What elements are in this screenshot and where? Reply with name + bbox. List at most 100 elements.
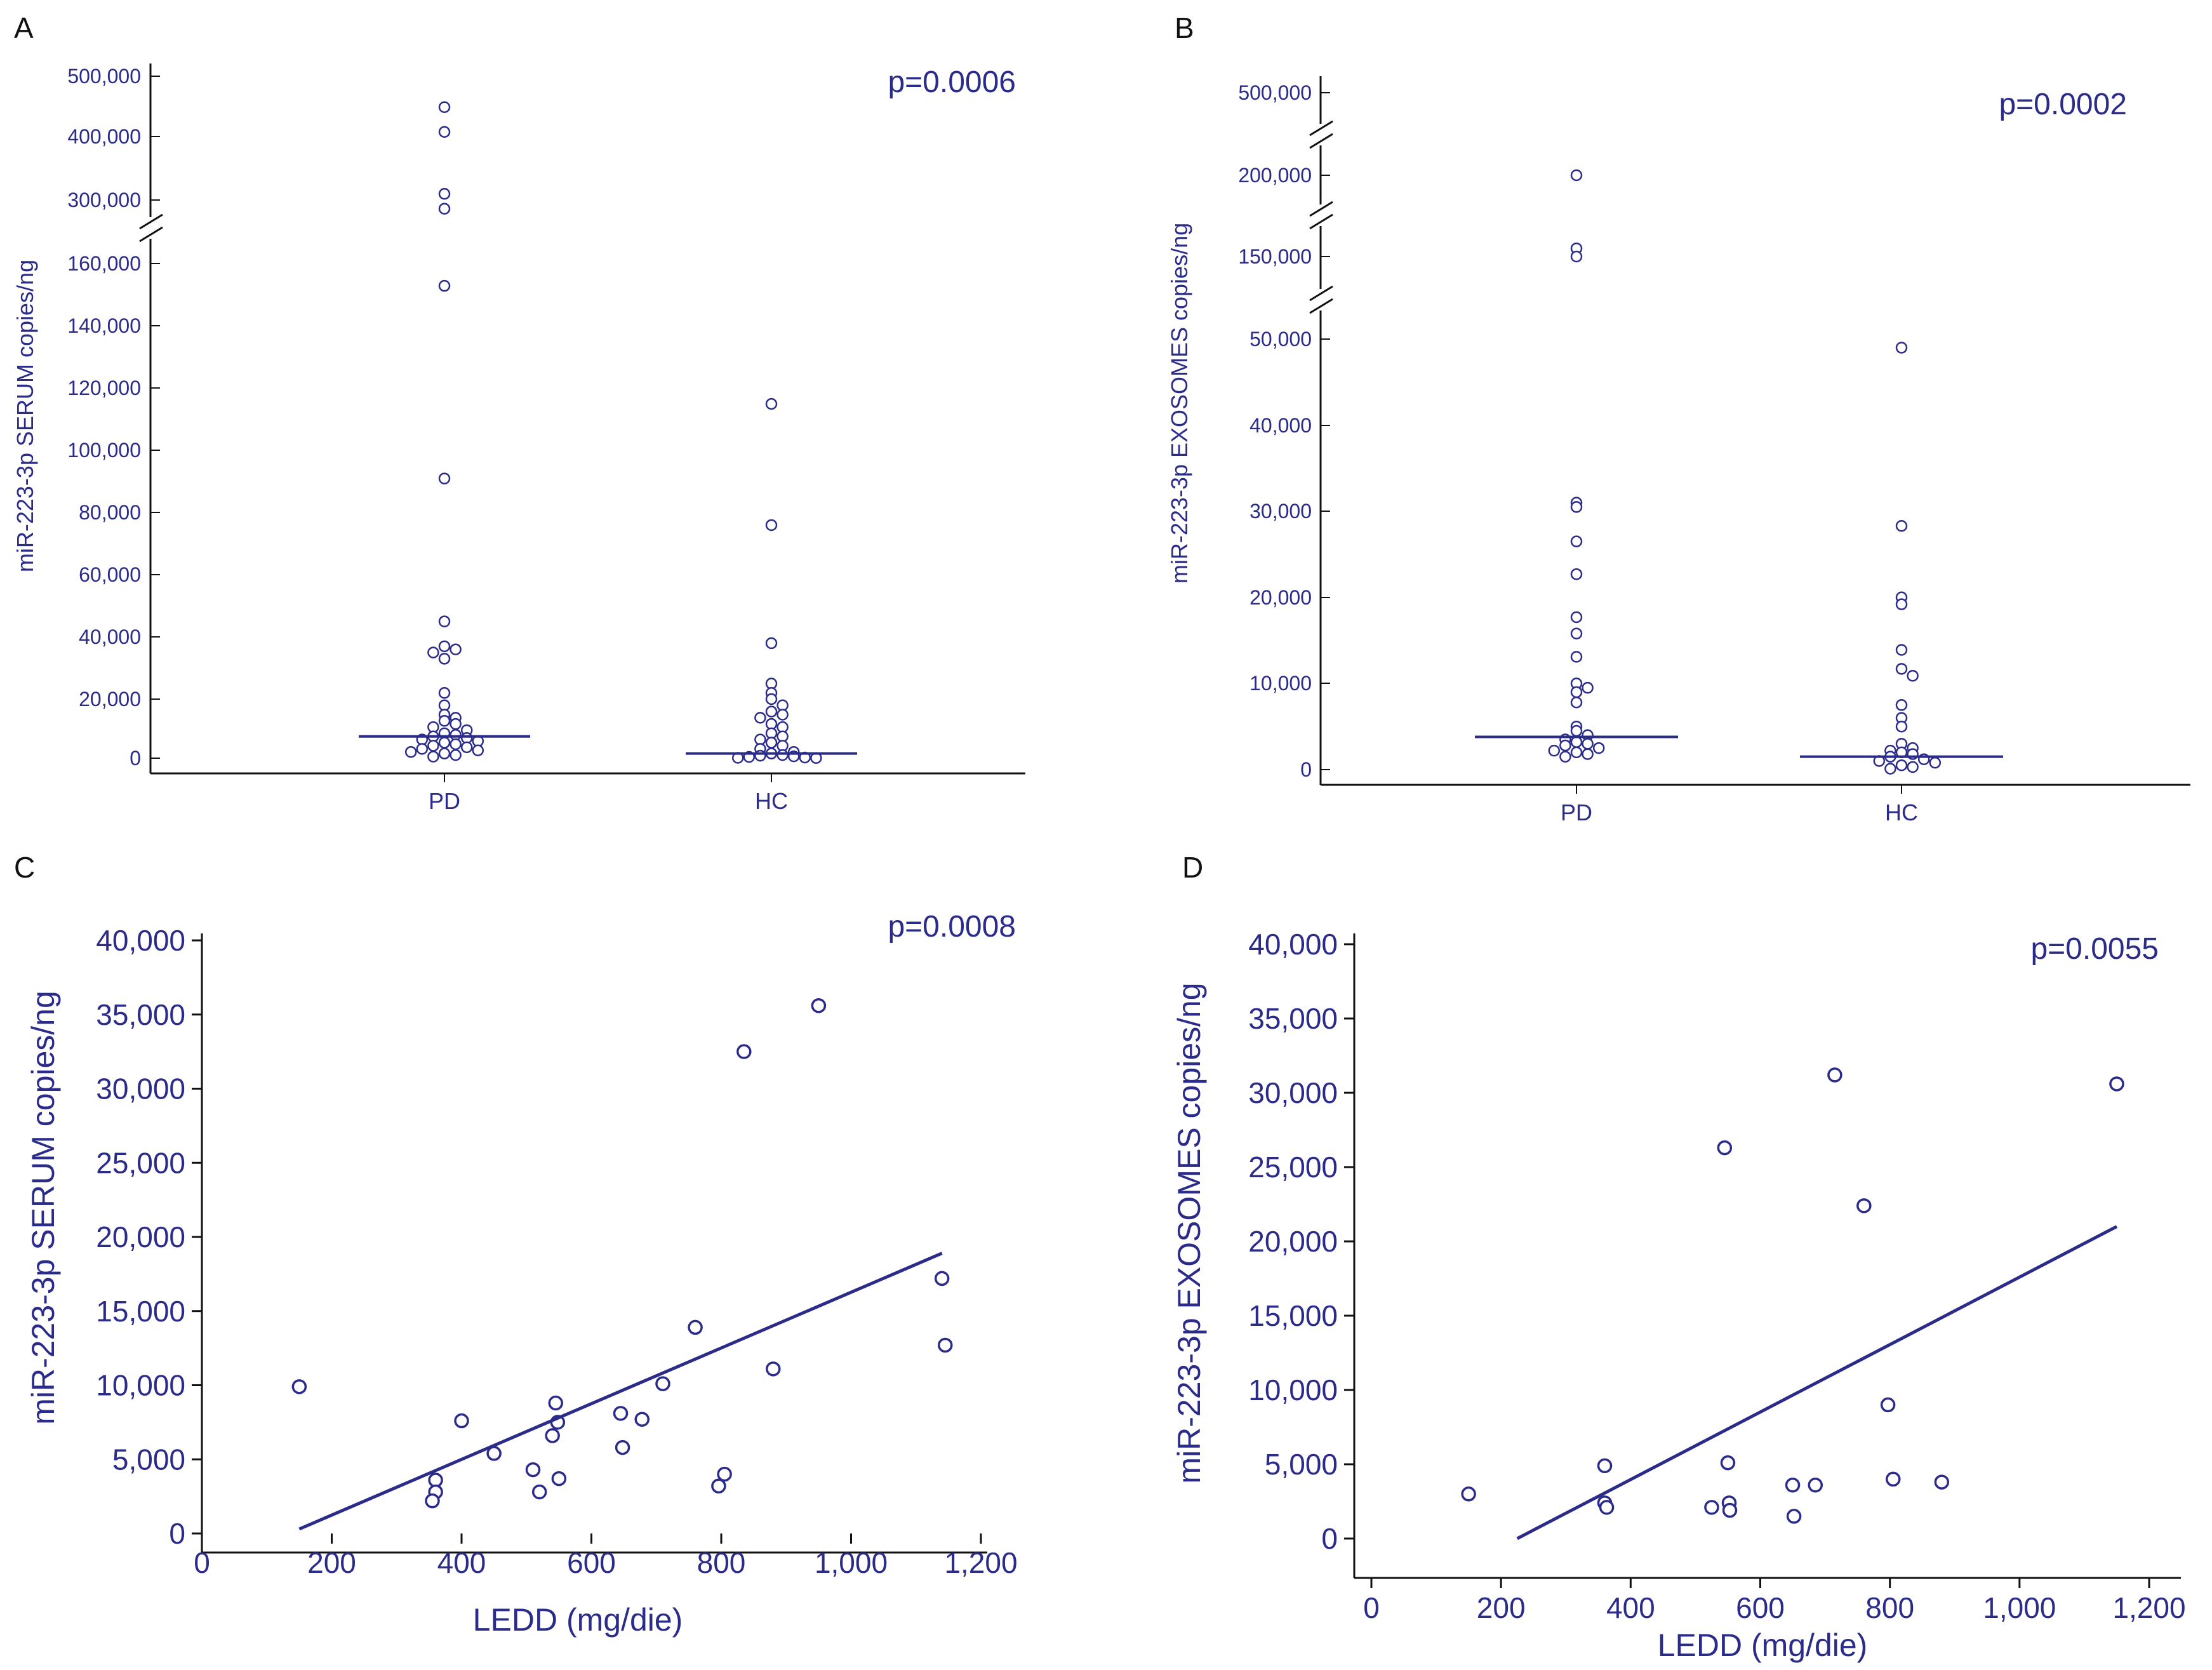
- data-point: [1722, 1502, 1738, 1518]
- y-tick-label: 80,000: [79, 501, 141, 524]
- data-point: [1856, 1198, 1872, 1213]
- x-category-label-hc: HC: [755, 788, 788, 814]
- data-point: [438, 715, 451, 727]
- data-point: [1461, 1486, 1476, 1502]
- y-tick-label: 300,000: [67, 189, 141, 211]
- data-point: [438, 747, 451, 759]
- y-tick-label: 40,000: [1249, 414, 1312, 437]
- data-point: [754, 712, 766, 724]
- regression-line: [1516, 1225, 2118, 1540]
- regression-line: [298, 1252, 943, 1531]
- pvalue-d: p=0.0055: [2030, 932, 2159, 966]
- data-point: [711, 1478, 726, 1494]
- data-point: [1570, 725, 1583, 737]
- data-point: [438, 640, 451, 653]
- pvalue-c: p=0.0008: [888, 910, 1016, 944]
- data-point: [1570, 736, 1583, 748]
- y-tick-label: 200,000: [1238, 164, 1312, 187]
- data-point: [1582, 748, 1594, 760]
- data-point: [765, 397, 778, 410]
- data-point: [551, 1471, 567, 1486]
- y-tick-label: 40,000: [1248, 928, 1338, 961]
- y-tick-label: 40,000: [79, 625, 141, 648]
- x-category-label-hc: HC: [1885, 799, 1918, 825]
- x-tick-label: 1,000: [815, 1546, 888, 1579]
- data-point: [1786, 1509, 1802, 1524]
- y-tick-label: 5,000: [112, 1443, 185, 1476]
- x-tick-label: 200: [1477, 1591, 1526, 1624]
- data-point: [1570, 746, 1583, 759]
- data-point: [460, 741, 473, 754]
- data-point: [450, 718, 462, 730]
- panel-letter-b: B: [1175, 11, 1194, 44]
- data-point: [438, 737, 451, 749]
- data-point: [1895, 644, 1908, 656]
- data-point: [450, 643, 462, 655]
- data-point: [438, 615, 451, 627]
- data-point: [438, 188, 451, 200]
- data-point: [450, 749, 462, 761]
- data-point: [1895, 663, 1908, 675]
- data-point: [427, 751, 439, 763]
- y-tick-label: 400,000: [67, 125, 141, 148]
- y-tick-label: 20,000: [79, 688, 141, 711]
- data-point: [1934, 1474, 1950, 1490]
- data-point: [1808, 1478, 1823, 1493]
- x-tick-label: 600: [567, 1546, 616, 1579]
- y-tick-label: 35,000: [1248, 1002, 1338, 1035]
- y-tick-label: 15,000: [96, 1295, 185, 1328]
- data-point: [1570, 651, 1583, 663]
- panel-c: C p=0.0008 miR-223-3p SERUM copies/ng LE…: [14, 851, 1018, 1638]
- x-tick-label: 400: [1606, 1591, 1655, 1624]
- x-tick-label: 0: [194, 1546, 210, 1579]
- data-point: [1559, 751, 1571, 763]
- data-point: [450, 738, 462, 751]
- y-tick-label: 20,000: [1248, 1225, 1338, 1258]
- data-point: [776, 709, 789, 721]
- data-point: [472, 744, 484, 757]
- data-point: [416, 743, 429, 755]
- data-point: [1717, 1140, 1733, 1156]
- data-point: [1907, 669, 1919, 682]
- data-point: [1570, 611, 1583, 624]
- data-point: [1582, 681, 1594, 694]
- marks-a: [359, 101, 857, 765]
- data-point: [754, 749, 766, 762]
- y-tick-label: 50,000: [1249, 328, 1312, 351]
- data-point: [545, 1428, 560, 1443]
- data-point: [1895, 720, 1908, 733]
- panel-a: A p=0.0006 miR-223-3p SERUM copies/ng 50…: [12, 11, 1025, 814]
- y-tick-label: 0: [1321, 1522, 1338, 1555]
- y-ticks-a: 500,000 400,000 300,000 160,000 140,000 …: [67, 65, 160, 770]
- data-point: [765, 637, 778, 650]
- x-tick-label: 200: [307, 1546, 356, 1579]
- data-point: [1704, 1500, 1719, 1515]
- axes-d: 0 200 400 600 800 1,000 1,200 0 5,000 10,000 15,00…: [1248, 928, 2185, 1624]
- x-tick-label: 1,200: [944, 1546, 1017, 1579]
- data-point: [811, 998, 827, 1013]
- data-point: [427, 740, 439, 752]
- data-point: [717, 1466, 732, 1482]
- y-tick-label: 40,000: [96, 924, 185, 957]
- data-point: [438, 472, 451, 484]
- panel-letter-a: A: [14, 11, 34, 44]
- x-category-label-pd: PD: [1561, 799, 1592, 825]
- data-point: [1570, 169, 1583, 182]
- y-tick-label: 500,000: [67, 65, 141, 88]
- data-point: [1559, 739, 1571, 752]
- data-point: [1597, 1458, 1613, 1474]
- data-point: [525, 1462, 541, 1478]
- data-point: [1929, 756, 1942, 769]
- y-axis-label-b: miR-223-3p EXOSOMES copies/ng: [1166, 223, 1192, 584]
- data-point: [1895, 699, 1908, 711]
- data-point: [425, 1493, 440, 1509]
- data-point: [404, 745, 417, 758]
- y-tick-label: 0: [130, 747, 141, 770]
- y-tick-label: 500,000: [1238, 81, 1312, 104]
- data-point: [1570, 535, 1583, 547]
- x-tick-label: 1,200: [2112, 1591, 2185, 1624]
- y-tick-label: 20,000: [1249, 586, 1312, 609]
- y-tick-label: 10,000: [1248, 1373, 1338, 1406]
- data-point: [655, 1376, 670, 1391]
- x-category-label-pd: PD: [429, 788, 460, 814]
